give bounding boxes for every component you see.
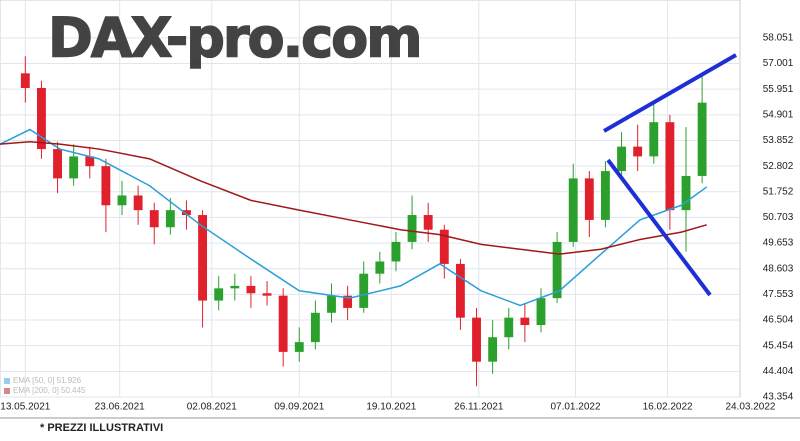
- candle-body: [681, 175, 691, 211]
- y-tick-label: 48.603: [763, 263, 794, 274]
- x-tick-label: 19.10.2021: [366, 402, 416, 413]
- candle-body: [488, 337, 498, 362]
- candle-body: [601, 171, 610, 220]
- legend-label: EMA [50, 0] 51.926: [13, 376, 82, 385]
- candle-body: [133, 195, 143, 211]
- candle-body: [343, 295, 353, 308]
- x-tick-label: 24.03.2022: [725, 402, 775, 413]
- candle-body: [472, 317, 481, 362]
- y-tick-label: 52.802: [763, 161, 794, 172]
- y-tick-label: 49.653: [763, 238, 794, 249]
- candle-body: [375, 261, 385, 274]
- candle-body: [536, 298, 546, 326]
- x-tick-label: 02.08.2021: [187, 402, 237, 413]
- x-tick-label: 09.09.2021: [274, 402, 324, 413]
- candle-body: [568, 178, 578, 242]
- candle-body: [278, 295, 288, 352]
- candle-body: [584, 178, 594, 220]
- legend-swatch: [4, 388, 10, 394]
- candle-body: [149, 210, 159, 228]
- legend-label: EMA [200, 0] 50.445: [13, 386, 86, 395]
- watermark: DAX-pro.com: [48, 7, 421, 70]
- y-tick-label: 43.354: [763, 392, 794, 403]
- y-tick-label: 54.901: [763, 109, 794, 120]
- candle-body: [665, 122, 675, 211]
- ema-line: [0, 140, 707, 255]
- legend-swatch: [4, 378, 10, 384]
- candle-body: [633, 146, 643, 157]
- candle-body: [85, 156, 95, 167]
- candle-body: [439, 229, 449, 264]
- candle-body: [391, 241, 401, 262]
- y-tick-label: 55.951: [763, 84, 794, 95]
- x-tick-label: 07.01.2022: [550, 402, 600, 413]
- y-tick-label: 47.553: [763, 289, 794, 300]
- ema-line: [0, 128, 708, 307]
- candle-body: [697, 102, 707, 176]
- candle-body: [182, 210, 191, 216]
- candle-body: [407, 215, 417, 242]
- candle-body: [649, 122, 659, 157]
- y-tick-label: 44.404: [763, 366, 794, 377]
- candle-body: [165, 210, 175, 228]
- candle-body: [310, 312, 320, 343]
- candle-body: [262, 293, 272, 296]
- y-tick-label: 45.454: [763, 340, 794, 351]
- y-tick-label: 46.504: [763, 315, 794, 326]
- trend-line-upper: [603, 53, 737, 133]
- candle-body: [617, 146, 626, 172]
- candle-body: [69, 156, 79, 179]
- y-tick-label: 57.001: [763, 58, 794, 69]
- y-tick-label: 58.051: [763, 32, 794, 43]
- candle-body: [455, 263, 465, 318]
- x-tick-label: 13.05.2021: [0, 402, 50, 413]
- candle-body: [37, 87, 46, 150]
- candle-body: [423, 215, 433, 230]
- candle-body: [117, 195, 127, 206]
- candle-body: [327, 295, 336, 313]
- candle-body: [20, 73, 30, 88]
- candle-body: [246, 285, 256, 294]
- footnote: * PREZZI ILLUSTRATIVI: [40, 422, 163, 434]
- x-tick-label: 23.06.2021: [95, 402, 145, 413]
- candle-body: [294, 342, 304, 352]
- candle-body: [214, 288, 224, 301]
- candle-body: [552, 241, 562, 299]
- y-tick-label: 51.752: [763, 186, 794, 197]
- candle-body: [198, 215, 208, 301]
- candle-body: [101, 166, 111, 206]
- candle-body: [53, 149, 62, 179]
- candle-body: [504, 317, 514, 338]
- trend-line-lower: [606, 158, 712, 297]
- y-tick-label: 53.852: [763, 135, 794, 146]
- candle-body: [520, 317, 530, 326]
- candle-body: [230, 285, 240, 289]
- y-tick-label: 50.703: [763, 212, 794, 223]
- candle-body: [359, 273, 369, 308]
- x-tick-label: 16.02.2022: [643, 402, 693, 413]
- x-tick-label: 26.11.2021: [454, 402, 504, 413]
